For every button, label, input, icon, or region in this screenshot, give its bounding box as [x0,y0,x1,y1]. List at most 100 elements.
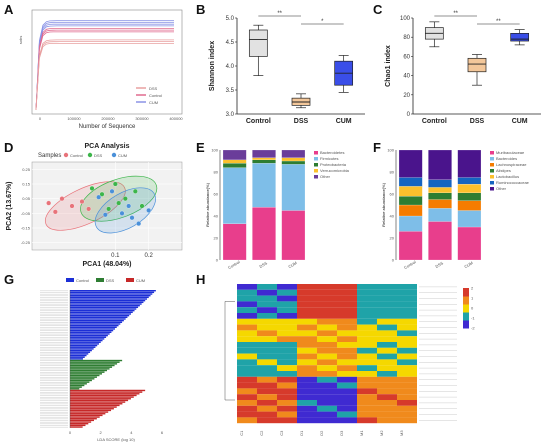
heatmap-cell [357,400,377,406]
heatmap-cell [237,336,257,342]
bar-segment [222,223,247,261]
heatmap-cell [237,284,257,290]
heatmap-cell [237,330,257,337]
heatmap-cell [337,382,357,389]
legend-swatch [490,181,494,185]
legend-label: Bacteroidetes [320,150,344,155]
lda-bar-control [70,356,85,358]
lda-bar-dss [70,359,123,362]
legend-swatch [314,175,318,179]
heatmap-cell [357,388,377,395]
heatmap-cell [257,336,277,342]
heatmap-cell [317,347,337,354]
scale-tick-label: 1 [471,296,474,301]
data-point-control [46,200,52,206]
heatmap-cell [297,359,317,366]
heatmap-cell [297,342,317,348]
lda-bar-cum [70,424,86,427]
data-point-cum [109,188,115,194]
x-tick-label: Control [422,118,447,125]
lda-bar-dss [70,381,90,383]
heatmap-cell [317,324,337,331]
heatmap-cell [317,411,337,418]
lda-bar-control [70,294,151,297]
heatmap-cell [297,347,317,354]
lda-bar-cum [70,423,89,425]
lda-bar-control [70,318,126,320]
heatmap-cell [257,342,277,348]
lda-bar-cum [70,401,126,403]
legend-title: Samples [38,153,61,159]
x-tick-label: CUM [336,118,352,125]
lda-bar-control [70,334,108,337]
x-tick-label: 0.2 [144,253,153,259]
heatmap-cell [237,289,257,296]
heatmap-cell [357,342,377,348]
lda-bar-control [70,308,137,310]
heatmap-cell [377,330,397,337]
heatmap-cell [357,295,377,302]
legend-marker [87,152,93,158]
heatmap-cell [277,318,297,325]
bar-segment [222,149,247,160]
heatmap-cell [337,342,357,348]
lda-bar-cum [70,396,134,398]
heatmap-cell [277,301,297,308]
legend-label: Bacteroides [496,156,517,161]
panel-label-b: B [196,2,206,17]
lda-bar-dss [70,373,102,375]
heatmap-cell [357,318,377,325]
heatmap-cell [337,353,357,360]
bar-segment [457,226,482,261]
legend-label: Control [76,278,89,283]
y-axis-label: Relative abundance(%) [381,182,386,226]
bar-segment [252,157,276,160]
data-point-control [59,196,65,202]
bar-segment [252,149,276,158]
heatmap-cell [397,307,417,313]
heatmap-cell [257,353,277,360]
heatmap-cell [337,400,357,406]
x-tick-label: DSS [294,118,309,125]
heatmap-cell [357,376,377,383]
color-scale-segment [463,288,469,297]
legend-swatch [490,175,494,179]
heatmap-cell [377,289,397,296]
heatmap-cell [257,400,277,406]
lda-bar-control [70,354,87,357]
heatmap-cell [337,394,357,400]
y-tick-label: 3.5 [226,88,235,94]
x-tick-label: 4 [130,430,133,435]
legend-label: Other [320,174,331,179]
heatmap-cell [377,342,397,348]
heatmap-cell [377,388,397,395]
lda-bar-control [70,314,130,317]
y-tick-label: -0.15 [21,226,31,231]
heatmap-cell [337,284,357,290]
lda-bar-cum [70,393,140,395]
heatmap-cell [257,284,277,290]
heatmap-cell [357,353,377,360]
rarefaction-curve [35,25,174,111]
significance-label: ** [277,11,282,17]
heatmap-cell [377,313,397,319]
scale-tick-label: 0 [471,306,474,311]
heatmap-cell [277,376,297,383]
heatmap-cell [337,376,357,383]
rarefaction-curve [35,27,174,111]
heatmap-cell [237,365,257,371]
heatmap-cell [297,365,317,371]
heatmap-cell [317,289,337,296]
heatmap-cell [257,376,277,383]
panel-label-f: F [373,140,381,155]
column-label: M3 [399,430,404,436]
heatmap-cell [397,417,417,424]
legend-label: DSS [149,86,158,91]
rarefaction-curve [35,21,174,111]
bar-segment [398,231,423,261]
legend-swatch [126,278,134,282]
heatmap-cell [377,376,397,383]
x-tick-label: 0 [39,116,42,121]
lda-bar-control [70,296,149,299]
heatmap-cell [337,388,357,395]
